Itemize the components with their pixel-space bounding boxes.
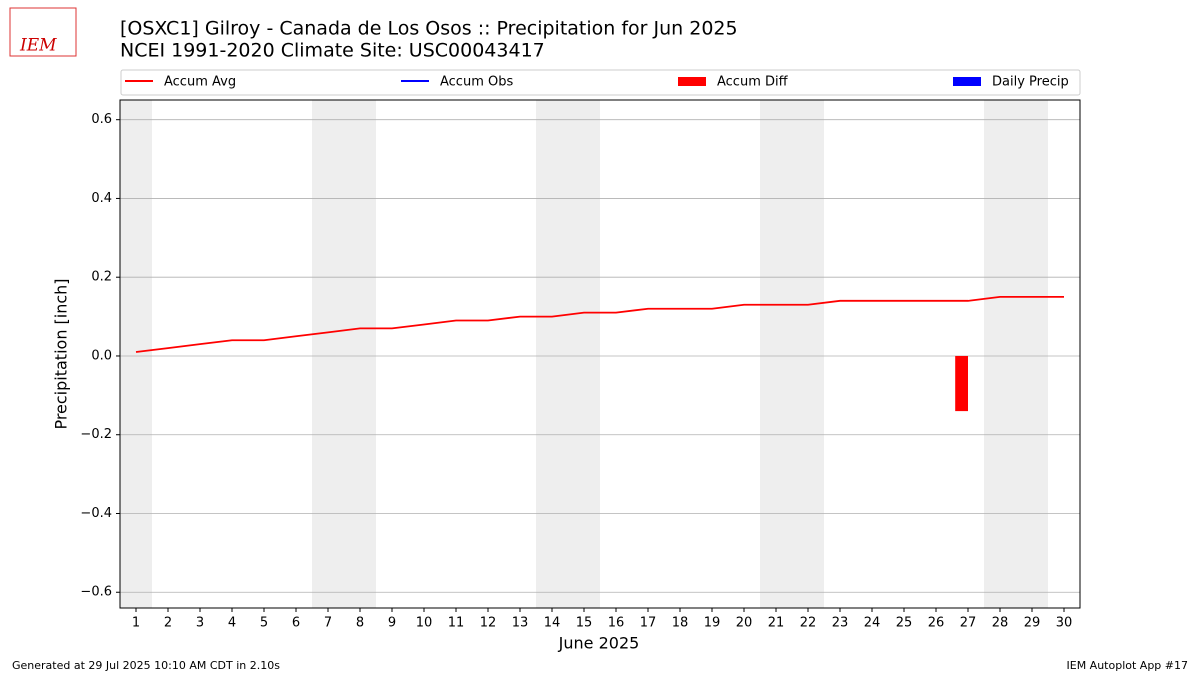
line <box>135 295 1064 353</box>
legend <box>120 69 1081 96</box>
x-tick-label: 17 <box>640 616 657 631</box>
legend-label: Accum Obs <box>440 75 513 90</box>
x-tick-label: 29 <box>1024 616 1041 631</box>
weekend-shade <box>984 100 1048 608</box>
x-tick-label: 28 <box>992 616 1009 631</box>
x-tick-label: 16 <box>608 616 625 631</box>
x-tick-label: 11 <box>448 616 465 631</box>
weekend-shade <box>536 100 600 608</box>
y-axis-label: Precipitation [inch] <box>52 278 71 429</box>
x-tick-label: 1 <box>132 616 140 631</box>
bar <box>955 355 968 412</box>
legend-swatch <box>953 77 981 86</box>
weekend-shade <box>120 100 152 608</box>
legend-label: Accum Diff <box>717 75 789 90</box>
weekend-shade <box>312 100 376 608</box>
plot-frame <box>119 99 1081 609</box>
x-tick-label: 18 <box>672 616 689 631</box>
x-tick-label: 3 <box>196 616 204 631</box>
x-tick-label: 8 <box>356 616 364 631</box>
footer-right: IEM Autoplot App #17 <box>1067 659 1189 672</box>
logo-frame <box>9 7 77 57</box>
x-tick-label: 23 <box>832 616 849 631</box>
x-tick-label: 25 <box>896 616 913 631</box>
x-tick-label: 4 <box>228 616 236 631</box>
x-tick-label: 5 <box>260 616 268 631</box>
logo: IEM <box>19 36 57 56</box>
x-tick-label: 10 <box>416 616 433 631</box>
x-tick-label: 15 <box>576 616 593 631</box>
x-tick-label: 30 <box>1056 616 1073 631</box>
y-tick-label: 0.0 <box>91 348 112 363</box>
x-tick-label: 6 <box>292 616 300 631</box>
x-tick-label: 27 <box>960 616 977 631</box>
x-tick-label: 7 <box>324 616 332 631</box>
x-tick-label: 26 <box>928 616 945 631</box>
x-tick-label: 13 <box>512 616 529 631</box>
y-tick-label: 0.6 <box>91 112 112 127</box>
chart-title: [OSXC1] Gilroy - Canada de Los Osos :: P… <box>120 18 738 40</box>
legend-swatch <box>678 77 706 86</box>
y-tick-label: −0.4 <box>80 506 112 521</box>
x-tick-label: 14 <box>544 616 561 631</box>
footer-left: Generated at 29 Jul 2025 10:10 AM CDT in… <box>12 659 280 672</box>
x-axis-label: June 2025 <box>558 634 640 653</box>
x-tick-label: 2 <box>164 616 172 631</box>
chart-subtitle: NCEI 1991-2020 Climate Site: USC00043417 <box>120 40 545 62</box>
weekend-shade <box>760 100 824 608</box>
x-tick-label: 12 <box>480 616 497 631</box>
x-tick-label: 22 <box>800 616 817 631</box>
y-tick-label: −0.6 <box>80 585 112 600</box>
y-tick-label: −0.2 <box>80 427 112 442</box>
y-tick-label: 0.2 <box>91 270 112 285</box>
x-tick-label: 20 <box>736 616 753 631</box>
legend-label: Accum Avg <box>164 75 236 90</box>
x-tick-label: 24 <box>864 616 881 631</box>
x-tick-label: 19 <box>704 616 721 631</box>
x-tick-label: 21 <box>768 616 785 631</box>
y-tick-label: 0.4 <box>91 191 112 206</box>
x-tick-label: 9 <box>388 616 396 631</box>
legend-label: Daily Precip <box>992 75 1069 90</box>
